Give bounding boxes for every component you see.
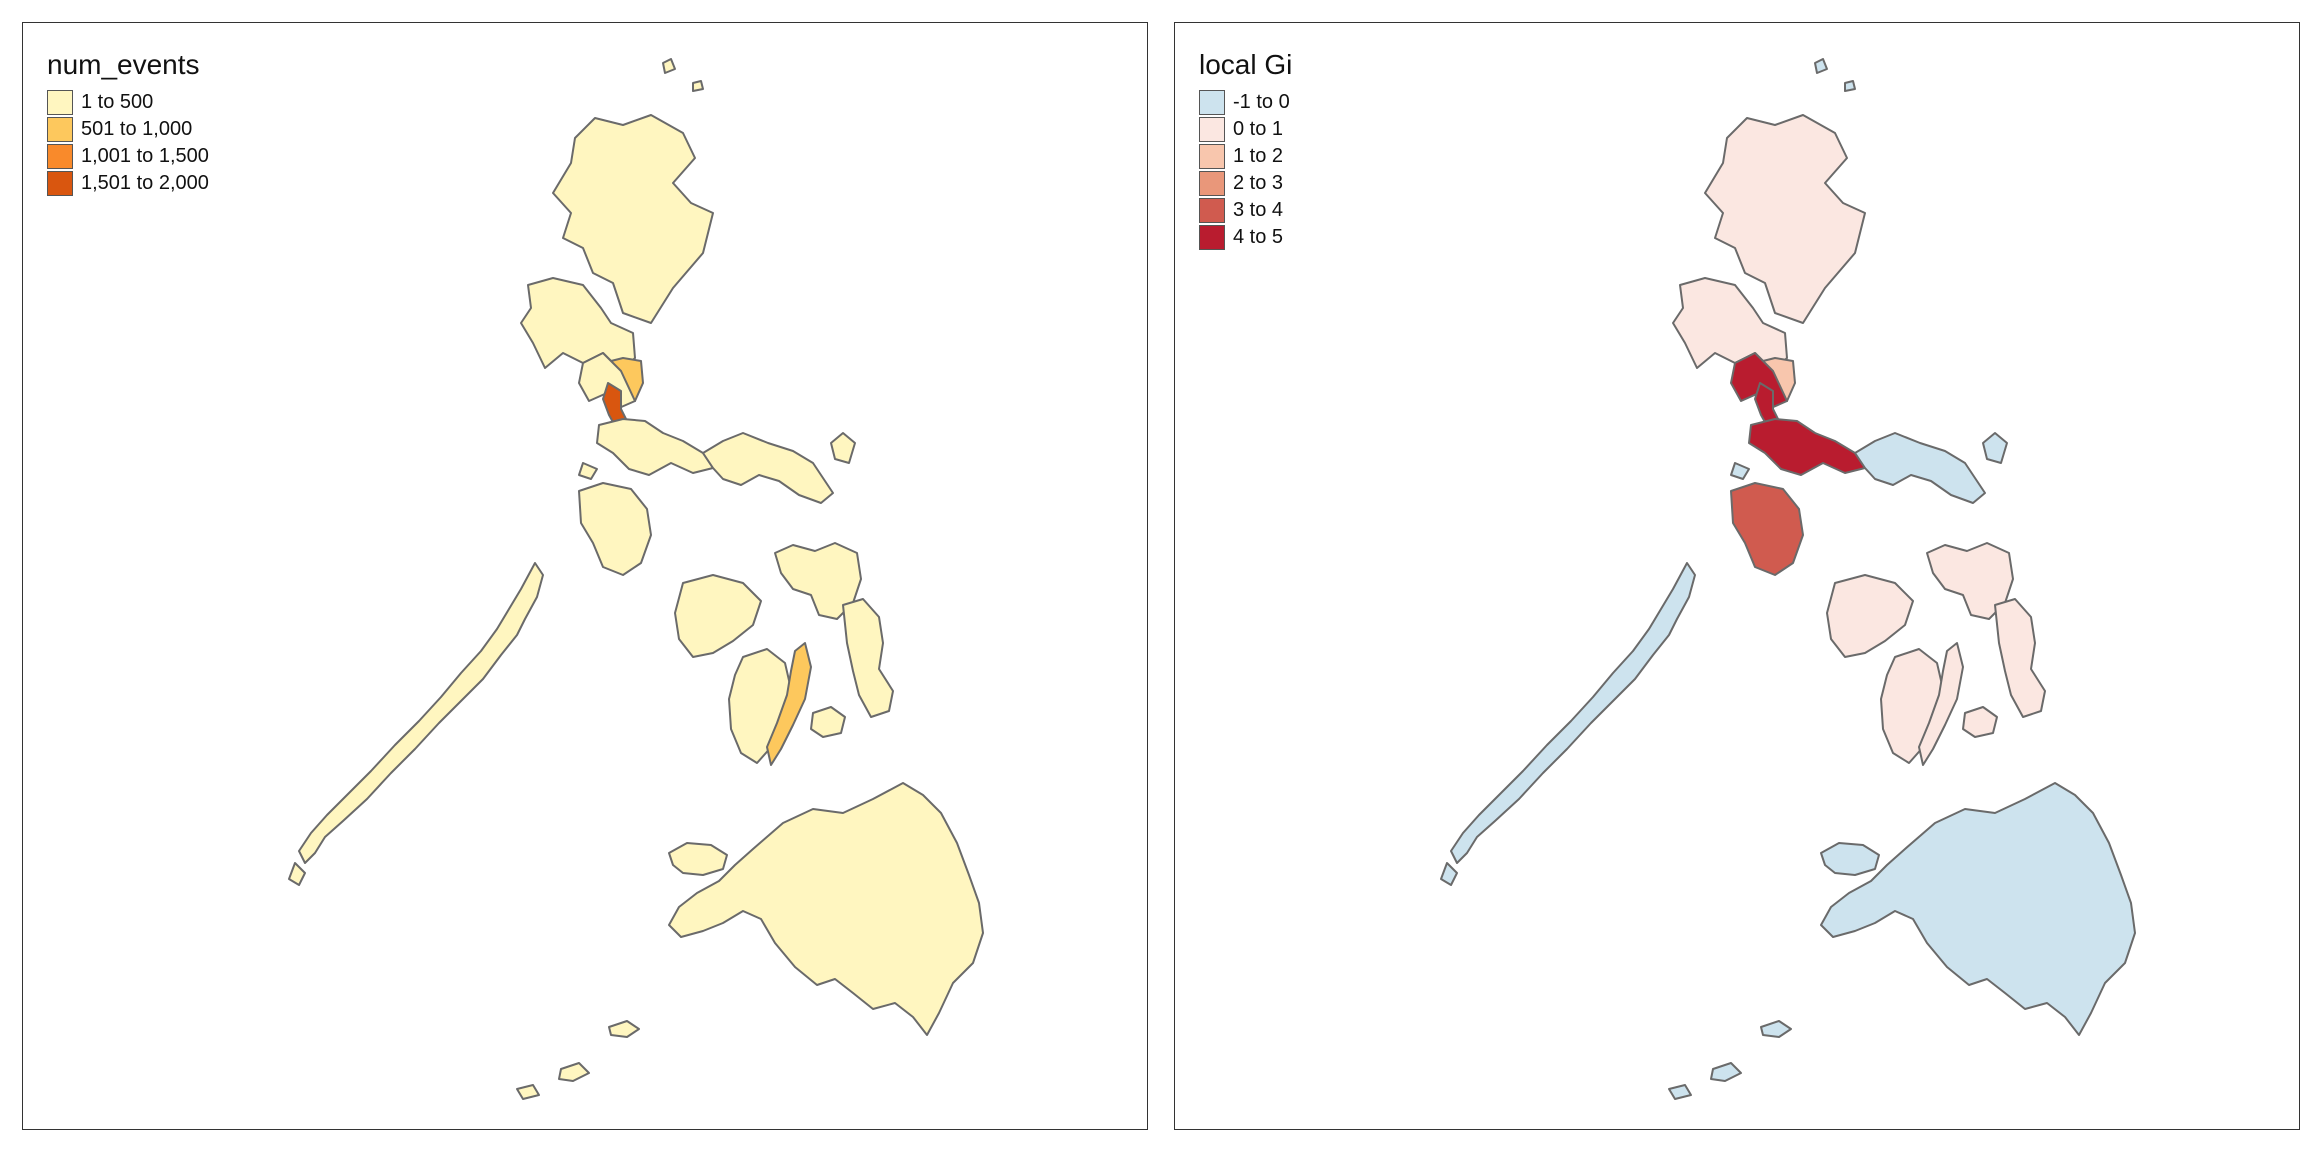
legend-swatch (1199, 225, 1225, 250)
map-panel-local-gi: local Gi -1 to 0 0 to 1 1 to 2 2 to 3 3 … (1174, 22, 2300, 1130)
legend-item: 3 to 4 (1199, 197, 1292, 224)
province-region (1844, 80, 1856, 92)
legend-title: num_events (47, 49, 200, 80)
legend-item: 2 to 3 (1199, 170, 1292, 197)
legend-item: 4 to 5 (1199, 224, 1292, 251)
legend-swatch (47, 144, 73, 169)
province-region (608, 1020, 640, 1038)
legend-label: 1,501 to 2,000 (81, 172, 209, 194)
province-region (668, 842, 728, 876)
province-region (1962, 706, 1998, 738)
legend-item: 0 to 1 (1199, 116, 1292, 143)
legend-swatch (1199, 90, 1225, 115)
province-region (674, 574, 762, 658)
province-region (298, 562, 544, 864)
map-panel-num-events: num_events 1 to 500 501 to 1,000 1,001 t… (22, 22, 1148, 1130)
province-region (1730, 462, 1750, 480)
legend-swatch (1199, 117, 1225, 142)
legend-swatch (47, 117, 73, 142)
legend-swatch (1199, 171, 1225, 196)
legend: num_events 1 to 500 501 to 1,000 1,001 t… (47, 49, 209, 197)
province-region (1730, 482, 1804, 576)
legend-label: 1,001 to 1,500 (81, 145, 209, 167)
legend-label: 0 to 1 (1233, 118, 1284, 140)
province-region (596, 418, 714, 476)
province-region (810, 706, 846, 738)
legend: local Gi -1 to 0 0 to 1 1 to 2 2 to 3 3 … (1199, 49, 1292, 251)
legend-label: 1 to 500 (81, 91, 154, 113)
legend-swatch (47, 90, 73, 115)
province-region (1826, 574, 1914, 658)
legend-item: 1,001 to 1,500 (47, 143, 209, 170)
legend-item: 1 to 2 (1199, 143, 1292, 170)
legend-label: 1 to 2 (1233, 145, 1284, 167)
province-region (516, 1084, 540, 1100)
legend-item: 1,501 to 2,000 (47, 170, 209, 197)
province-region (692, 80, 704, 92)
legend-item: 1 to 500 (47, 89, 209, 116)
province-region (1748, 418, 1866, 476)
philippines-map (288, 58, 984, 1100)
legend-item: -1 to 0 (1199, 89, 1292, 116)
province-region (1710, 1062, 1742, 1082)
province-region (1820, 842, 1880, 876)
legend-label: 4 to 5 (1233, 226, 1284, 248)
province-region (578, 462, 598, 480)
legend-title: local Gi (1199, 49, 1293, 80)
province-region (1982, 432, 2008, 464)
legend-item: 501 to 1,000 (47, 116, 209, 143)
province-region (662, 58, 676, 74)
province-region (1994, 598, 2046, 718)
province-region (1820, 782, 2136, 1036)
province-region (842, 598, 894, 718)
province-region (1440, 862, 1458, 886)
legend-label: 2 to 3 (1233, 172, 1284, 194)
legend-swatch (1199, 198, 1225, 223)
province-region (552, 114, 714, 324)
province-region (1450, 562, 1696, 864)
legend-label: 501 to 1,000 (81, 118, 193, 140)
province-region (1704, 114, 1866, 324)
province-region (766, 642, 812, 766)
province-region (1668, 1084, 1692, 1100)
province-region (830, 432, 856, 464)
province-region (1854, 432, 1986, 504)
province-region (668, 782, 984, 1036)
province-region (558, 1062, 590, 1082)
philippines-map (1440, 58, 2136, 1100)
province-region (578, 482, 652, 576)
province-region (702, 432, 834, 504)
legend-label: -1 to 0 (1233, 91, 1290, 113)
legend-swatch (1199, 144, 1225, 169)
province-region (1760, 1020, 1792, 1038)
province-region (288, 862, 306, 886)
legend-label: 3 to 4 (1233, 199, 1284, 221)
legend-swatch (47, 171, 73, 196)
province-region (1918, 642, 1964, 766)
province-region (1814, 58, 1828, 74)
